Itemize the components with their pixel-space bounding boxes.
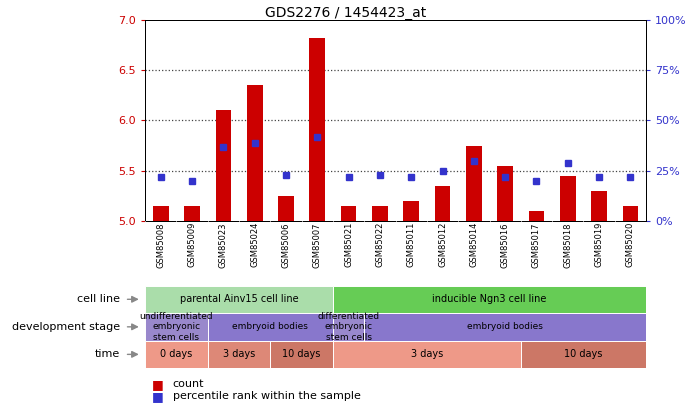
Bar — [153, 206, 169, 221]
Text: embryoid bodies: embryoid bodies — [232, 322, 308, 331]
Bar — [466, 145, 482, 221]
Text: 10 days: 10 days — [283, 350, 321, 359]
Text: GSM85018: GSM85018 — [563, 222, 572, 268]
Text: 10 days: 10 days — [565, 350, 603, 359]
Text: GSM85012: GSM85012 — [438, 222, 447, 267]
Text: differentiated
embryonic
stem cells: differentiated embryonic stem cells — [318, 312, 379, 342]
Text: embryoid bodies: embryoid bodies — [467, 322, 543, 331]
Text: GDS2276 / 1454423_at: GDS2276 / 1454423_at — [265, 6, 426, 20]
Bar — [435, 185, 451, 221]
Bar — [529, 211, 545, 221]
Text: GSM85017: GSM85017 — [532, 222, 541, 268]
Text: time: time — [95, 350, 120, 359]
Bar — [364, 313, 646, 341]
Text: inducible Ngn3 cell line: inducible Ngn3 cell line — [433, 294, 547, 304]
Bar — [184, 206, 200, 221]
Bar — [404, 201, 419, 221]
Bar — [333, 286, 646, 313]
Text: GSM85006: GSM85006 — [281, 222, 290, 268]
Bar — [560, 176, 576, 221]
Text: GSM85019: GSM85019 — [595, 222, 604, 267]
Bar — [145, 313, 208, 341]
Text: GSM85011: GSM85011 — [407, 222, 416, 267]
Bar — [208, 313, 333, 341]
Bar — [333, 341, 521, 368]
Text: ■: ■ — [152, 390, 164, 403]
Text: GSM85009: GSM85009 — [187, 222, 196, 267]
Bar — [521, 341, 646, 368]
Bar — [333, 313, 364, 341]
Bar — [208, 341, 270, 368]
Text: GSM85024: GSM85024 — [250, 222, 259, 267]
Text: 3 days: 3 days — [223, 350, 255, 359]
Bar — [623, 206, 638, 221]
Text: 0 days: 0 days — [160, 350, 193, 359]
Text: 3 days: 3 days — [410, 350, 443, 359]
Text: percentile rank within the sample: percentile rank within the sample — [173, 392, 361, 401]
Text: count: count — [173, 379, 205, 389]
Text: GSM85014: GSM85014 — [469, 222, 478, 267]
Bar — [278, 196, 294, 221]
Bar — [372, 206, 388, 221]
Bar — [216, 111, 231, 221]
Text: GSM85022: GSM85022 — [375, 222, 384, 267]
Text: GSM85016: GSM85016 — [501, 222, 510, 268]
Bar — [498, 166, 513, 221]
Text: GSM85023: GSM85023 — [219, 222, 228, 268]
Bar — [591, 191, 607, 221]
Bar — [310, 38, 325, 221]
Text: ■: ■ — [152, 378, 164, 391]
Text: GSM85020: GSM85020 — [626, 222, 635, 267]
Text: GSM85021: GSM85021 — [344, 222, 353, 267]
Text: GSM85007: GSM85007 — [313, 222, 322, 268]
Text: development stage: development stage — [12, 322, 120, 332]
Bar — [247, 85, 263, 221]
Bar — [145, 286, 333, 313]
Text: undifferentiated
embryonic
stem cells: undifferentiated embryonic stem cells — [140, 312, 214, 342]
Bar — [341, 206, 357, 221]
Bar — [270, 341, 333, 368]
Text: cell line: cell line — [77, 294, 120, 304]
Text: GSM85008: GSM85008 — [156, 222, 165, 268]
Bar — [145, 341, 208, 368]
Text: parental Ainv15 cell line: parental Ainv15 cell line — [180, 294, 299, 304]
